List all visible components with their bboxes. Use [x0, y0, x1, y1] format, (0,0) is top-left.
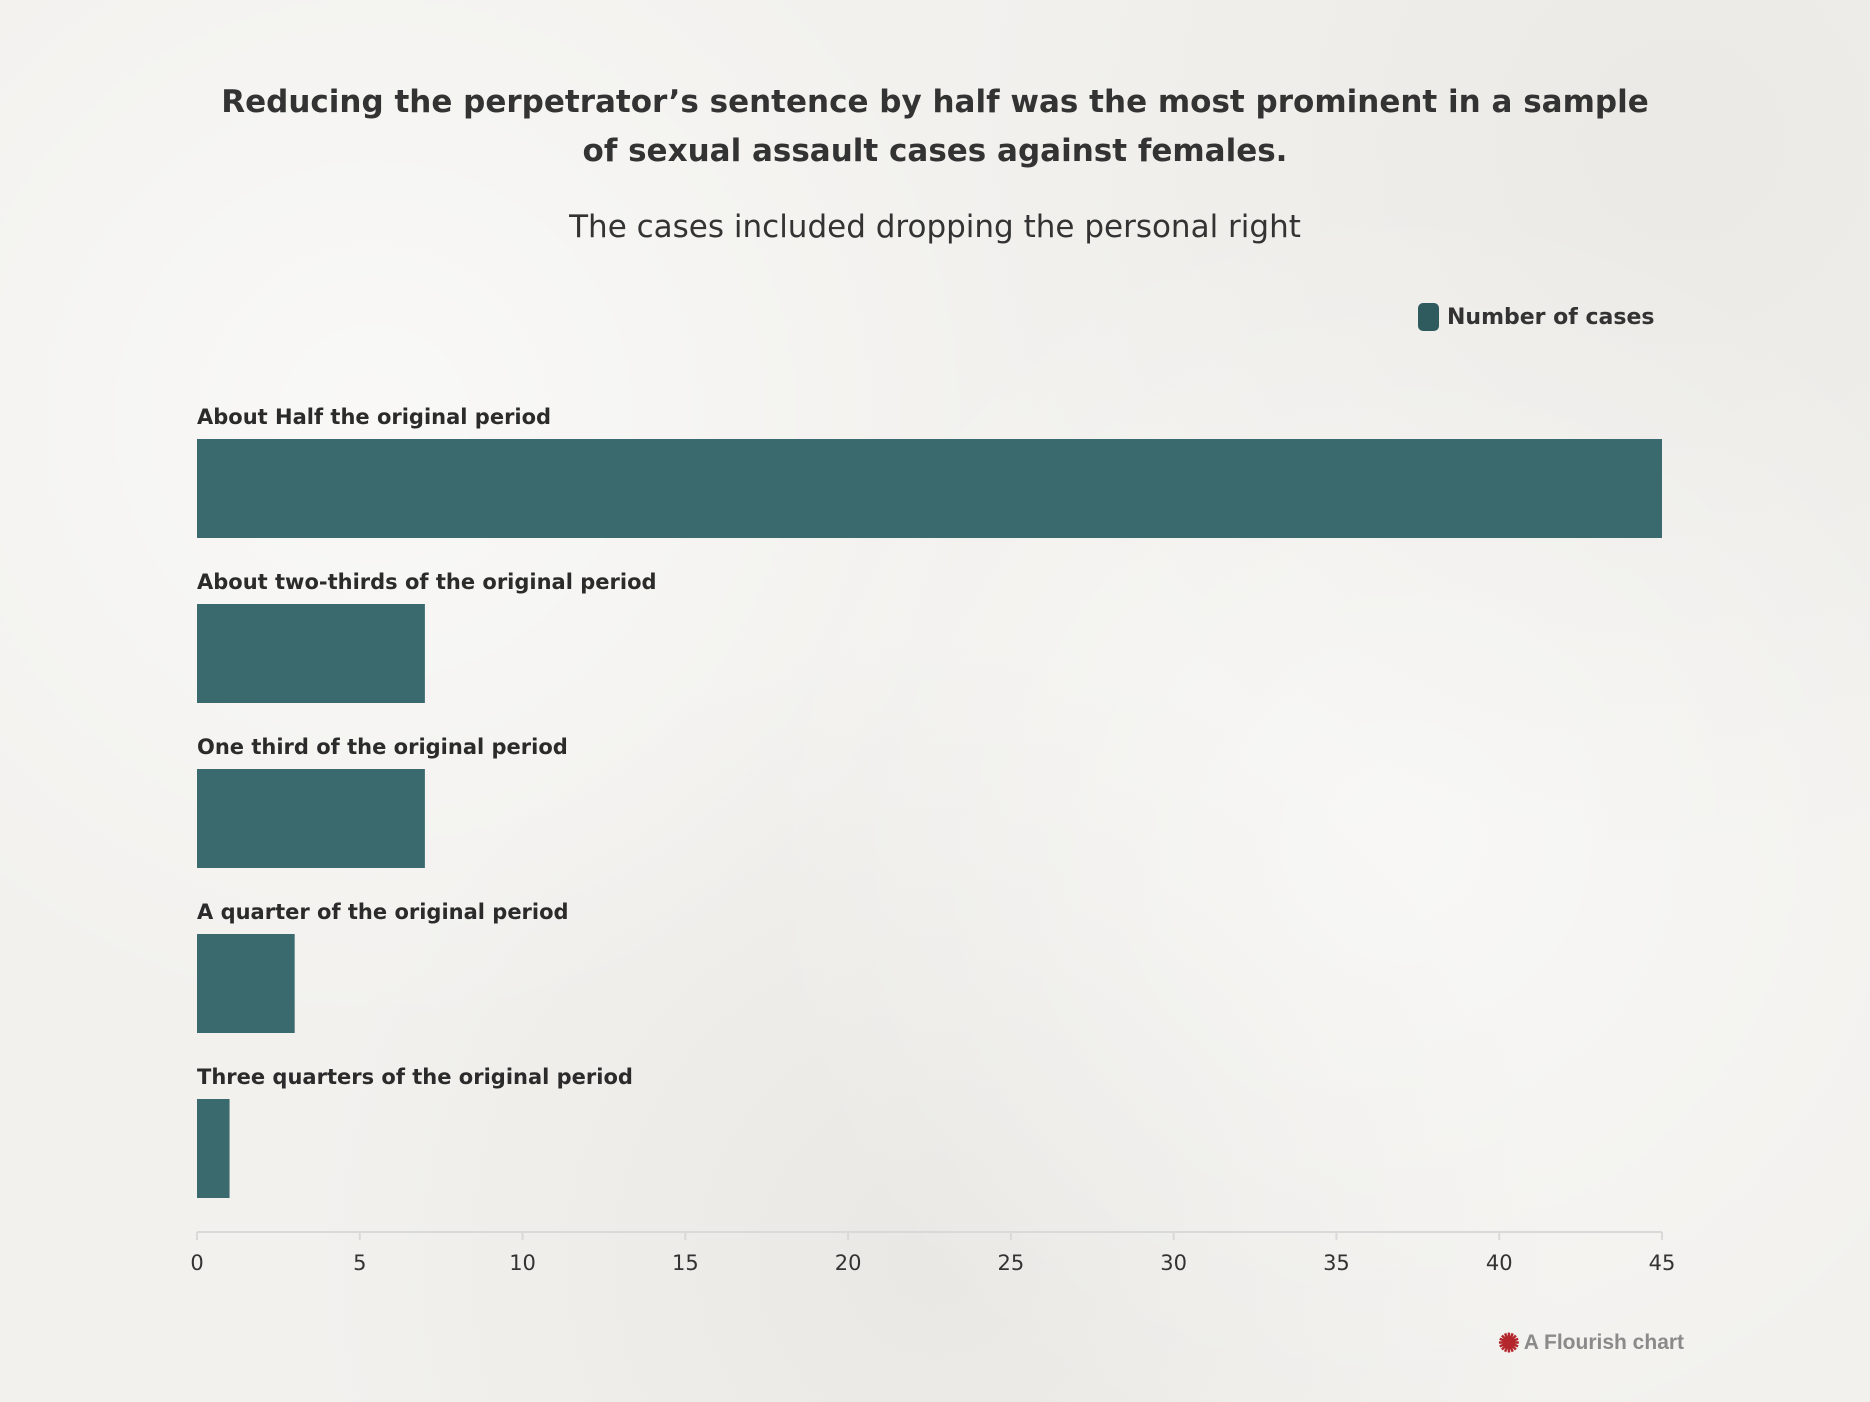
legend-label: Number of cases [1447, 304, 1655, 330]
x-tick-label: 30 [1160, 1251, 1187, 1275]
legend[interactable]: Number of cases [1418, 302, 1655, 332]
x-tick-label: 20 [835, 1251, 862, 1275]
x-tick-label: 25 [998, 1251, 1025, 1275]
bar[interactable] [197, 1099, 230, 1198]
x-tick-label: 5 [353, 1251, 366, 1275]
x-tick-label: 15 [672, 1251, 699, 1275]
bar-chart: About Half the original period About two-… [190, 405, 1676, 1275]
x-tick-label: 40 [1486, 1251, 1513, 1275]
category-label: About Half the original period [197, 405, 551, 429]
x-tick-label: 10 [509, 1251, 536, 1275]
bar[interactable] [197, 439, 1662, 538]
category-label: A quarter of the original period [197, 900, 569, 924]
x-tick-label: 35 [1323, 1251, 1350, 1275]
flourish-sparkle-icon: ✺ [1498, 1328, 1520, 1358]
category-label: Three quarters of the original period [197, 1065, 633, 1089]
x-tick-label: 0 [190, 1251, 203, 1275]
chart-title: Reducing the perpetrator’s sentence by h… [221, 84, 1649, 169]
credit-label: A Flourish chart [1523, 1331, 1685, 1354]
x-tick-label: 45 [1649, 1251, 1676, 1275]
legend-swatch [1418, 303, 1439, 331]
category-label: About two-thirds of the original period [197, 570, 657, 594]
chart-subtitle: The cases included dropping the personal… [569, 209, 1301, 245]
flourish-credit[interactable]: ✺ A Flourish chart [1498, 1330, 1684, 1356]
bar[interactable] [197, 769, 425, 868]
bar[interactable] [197, 934, 295, 1033]
category-label: One third of the original period [197, 735, 568, 759]
bar[interactable] [197, 604, 425, 703]
